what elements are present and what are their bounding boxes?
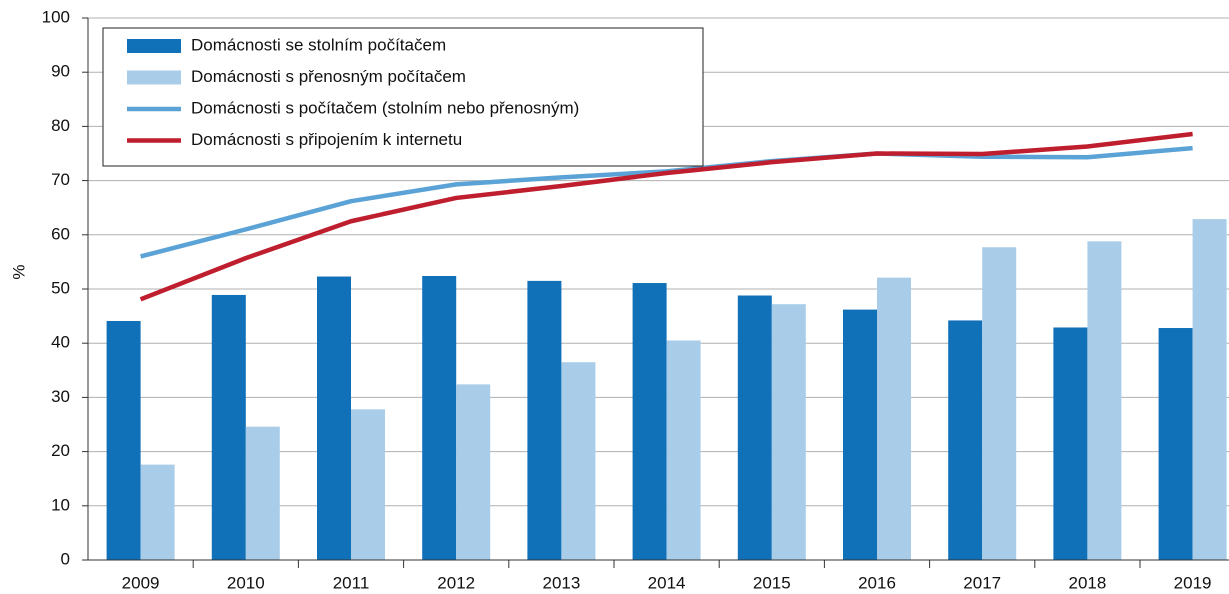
x-tick-label: 2014 (648, 573, 686, 592)
y-tick-label: 40 (51, 333, 70, 352)
bar (1192, 219, 1227, 560)
bar (422, 275, 457, 560)
bar (106, 320, 141, 560)
bar (317, 276, 351, 560)
bar (351, 409, 385, 560)
bar (527, 280, 562, 560)
y-tick-label: 10 (51, 495, 70, 514)
bar (737, 295, 772, 560)
x-tick-label: 2015 (753, 573, 791, 592)
y-tick-label: 100 (42, 7, 70, 26)
x-tick-label: 2013 (542, 573, 580, 592)
y-tick-label: 90 (51, 62, 70, 81)
legend-label: Domácnosti se stolním počítačem (191, 35, 446, 54)
legend-label: Domácnosti s počítačem (stolním nebo pře… (191, 98, 579, 117)
x-tick-label: 2018 (1068, 573, 1106, 592)
bar (140, 464, 175, 560)
x-tick-label: 2019 (1174, 573, 1212, 592)
y-tick-label: 20 (51, 441, 70, 460)
legend-swatch (127, 70, 181, 85)
legend-label: Domácnosti s připojením k internetu (191, 130, 462, 149)
bar (456, 384, 491, 560)
bar (982, 247, 1017, 561)
x-tick-label: 2012 (437, 573, 475, 592)
y-tick-label: 0 (61, 549, 70, 568)
y-tick-label: 70 (51, 170, 70, 189)
line-series (139, 131, 1193, 302)
y-tick-label: 50 (51, 278, 70, 297)
y-tick-label: 30 (51, 387, 70, 406)
y-tick-label: 80 (51, 116, 70, 135)
bar (948, 320, 983, 560)
legend-label: Domácnosti s přenosným počítačem (191, 67, 466, 86)
y-tick-label: 60 (51, 224, 70, 243)
x-tick-label: 2017 (963, 573, 1001, 592)
bar (771, 304, 806, 560)
bar (877, 277, 911, 560)
bar (843, 309, 877, 560)
legend: Domácnosti se stolním počítačem Domácnost… (102, 27, 704, 167)
x-tick-label: 2016 (858, 573, 896, 592)
x-tick-label: 2010 (227, 573, 265, 592)
y-axis-label: % (9, 264, 28, 279)
bar (632, 283, 667, 560)
x-tick-label: 2011 (333, 573, 370, 592)
bar (1087, 241, 1122, 560)
bar (666, 340, 701, 560)
bar (1053, 327, 1088, 560)
bar (211, 294, 246, 560)
bar (245, 426, 280, 560)
x-tick-label: 2009 (122, 573, 160, 592)
legend-swatch (127, 39, 181, 53)
bar (1158, 328, 1193, 560)
legend-box (102, 27, 704, 167)
bar (561, 362, 596, 560)
